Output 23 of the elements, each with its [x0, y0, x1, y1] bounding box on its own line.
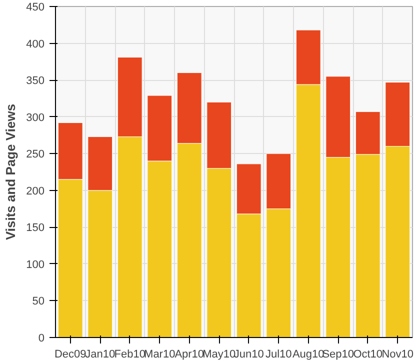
x-tick-label: Aug10 — [292, 348, 324, 360]
y-axis-title: Visits and Page Views — [3, 104, 18, 240]
y-tick-label: 350 — [26, 75, 45, 88]
y-tick-label: 150 — [26, 222, 45, 234]
x-tick-label: Oct10 — [353, 348, 383, 360]
y-tick-label: 50 — [32, 296, 45, 308]
x-tick-label: Jan10 — [85, 348, 116, 360]
x-tick-label: Jun10 — [234, 348, 264, 360]
y-tick-label: 400 — [26, 38, 45, 50]
y-tick-label: 450 — [26, 2, 45, 14]
x-tick-label: Feb10 — [114, 348, 146, 360]
x-tick-label: May10 — [202, 348, 236, 360]
x-tick-label: Sep10 — [322, 348, 354, 360]
x-tick-label: Apr10 — [174, 348, 204, 360]
y-tick-label: 250 — [26, 148, 45, 161]
y-tick-label: 100 — [26, 258, 45, 271]
y-tick-label: 200 — [26, 185, 45, 198]
y-tick-label: 0 — [38, 332, 45, 344]
x-tick-label: Nov10 — [382, 348, 414, 360]
x-tick-label: Jul10 — [265, 348, 292, 360]
x-tick-label: Mar10 — [144, 348, 176, 360]
x-tick-label: Dec09 — [54, 348, 86, 360]
y-tick-label: 300 — [26, 112, 45, 124]
